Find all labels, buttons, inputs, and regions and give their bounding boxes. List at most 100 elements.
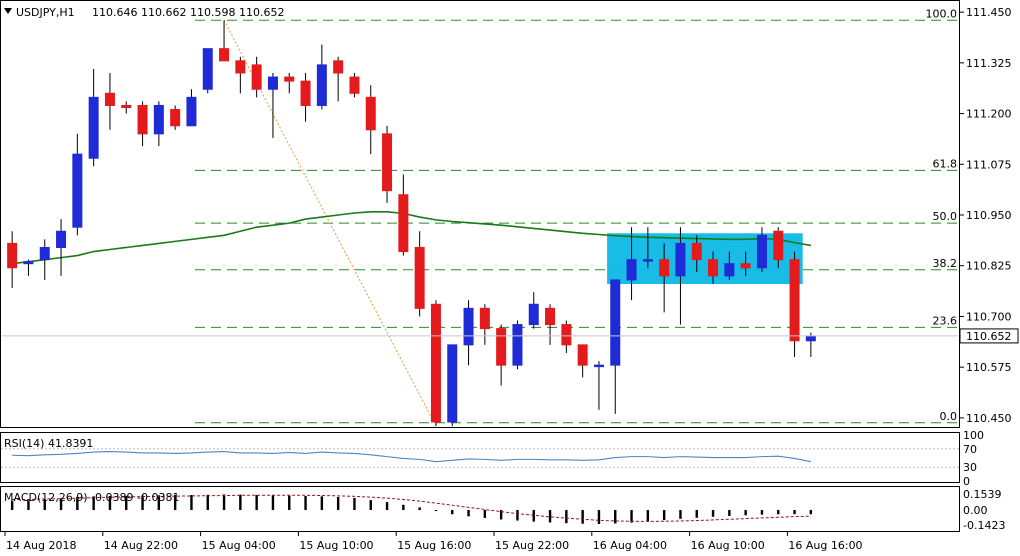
candle-bear xyxy=(284,76,295,82)
macd-histogram-bar xyxy=(27,500,30,511)
current-price-label: 110.652 xyxy=(966,330,1012,343)
candle-bear xyxy=(496,328,507,366)
macd-histogram-bar xyxy=(385,502,389,511)
candle-bull xyxy=(23,261,34,265)
macd-histogram-bar xyxy=(43,499,46,511)
macd-histogram-bar xyxy=(10,501,14,511)
candle-bull xyxy=(512,324,523,366)
macd-histogram-bar xyxy=(711,510,715,517)
fib-level-label: 23.6 xyxy=(933,314,958,327)
price-tick-label: 110.950 xyxy=(966,209,1012,222)
time-tick-label: 14 Aug 22:00 xyxy=(104,539,178,552)
candle-bear xyxy=(479,307,490,330)
candle-bear xyxy=(365,96,376,131)
macd-histogram-bar xyxy=(255,494,258,511)
candle-bull xyxy=(528,303,539,326)
fibonacci-layer: 100.0 61.8 50.0 38.2 23.6 0.0 xyxy=(195,7,958,424)
price-tick-label: 110.825 xyxy=(966,260,1012,273)
candle-bull xyxy=(805,335,816,342)
price-tick-label: 111.075 xyxy=(966,158,1012,171)
rsi-tick-label: 70 xyxy=(963,443,977,456)
time-tick-label: 15 Aug 10:00 xyxy=(299,539,373,552)
macd-histogram-bar xyxy=(157,495,161,511)
candle-bear xyxy=(691,242,702,261)
macd-histogram-bar xyxy=(125,495,128,511)
macd-histogram-bar xyxy=(565,510,568,524)
macd-histogram-bar xyxy=(108,496,112,511)
moving-average-layer xyxy=(12,210,811,265)
macd-histogram-bar xyxy=(271,495,275,511)
candle-bear xyxy=(740,263,751,269)
macd-tick-label: 0.00 xyxy=(963,504,988,517)
candle-bear xyxy=(789,259,800,342)
macd-histogram-bar xyxy=(190,494,193,511)
candle-bear xyxy=(333,60,344,74)
rsi-line xyxy=(12,451,811,463)
candle-bear xyxy=(251,64,262,90)
macd-signal-line xyxy=(12,494,811,522)
macd-tick-label: 0.1539 xyxy=(963,488,1002,501)
candle-bull xyxy=(153,104,164,135)
time-tick-label: 15 Aug 22:00 xyxy=(495,539,569,552)
macd-histogram-bar xyxy=(516,510,519,521)
macd-histogram-bar xyxy=(728,510,731,516)
macd-tick-label: -0.1423 xyxy=(963,519,1005,532)
candle-bear xyxy=(773,230,784,261)
fib-level-label: 61.8 xyxy=(933,157,958,170)
moving-average-line xyxy=(12,210,811,265)
candle-bear xyxy=(300,80,311,106)
candle-bear xyxy=(7,242,18,269)
macd-histogram-bar xyxy=(809,510,813,515)
candle-bear xyxy=(219,48,230,62)
macd-histogram-bar xyxy=(597,510,601,525)
candle-bear xyxy=(170,109,181,127)
ohlc-values: 110.646 110.662 110.598 110.652 xyxy=(92,6,284,19)
macd-title: MACD(12,26,9) -0.0389 -0.0381 xyxy=(4,491,179,504)
highlight-box-layer xyxy=(607,233,803,284)
candle-bear xyxy=(659,259,670,277)
time-tick-label: 15 Aug 16:00 xyxy=(397,539,471,552)
time-tick-label: 16 Aug 10:00 xyxy=(691,539,765,552)
candle-bull xyxy=(642,259,653,262)
macd-histogram-bar xyxy=(402,504,405,511)
rsi-tick-label: 30 xyxy=(963,461,977,474)
rsi-panel-frame xyxy=(0,432,960,483)
candle-bull xyxy=(72,153,83,228)
macd-histogram-bar xyxy=(320,496,324,511)
candle-bear xyxy=(349,76,360,94)
candle-bull xyxy=(626,259,637,281)
macd-histogram-bar xyxy=(793,510,796,515)
candle-bull xyxy=(756,234,767,269)
macd-histogram-bar xyxy=(467,510,470,517)
macd-histogram-bar xyxy=(548,510,552,523)
candle-bull xyxy=(267,76,278,90)
candle-bull xyxy=(675,242,686,277)
macd-histogram-bar xyxy=(646,510,650,522)
candle-bull xyxy=(56,230,67,248)
candle-bull xyxy=(447,344,458,423)
macd-histogram-bar xyxy=(173,495,177,511)
macd-histogram-bar xyxy=(630,510,633,523)
fib-level-label: 0.0 xyxy=(940,410,958,423)
time-tick-label: 14 Aug 2018 xyxy=(6,539,76,552)
macd-histogram-bar xyxy=(614,510,617,524)
price-tick-label: 111.450 xyxy=(966,6,1012,19)
macd-histogram-bar xyxy=(304,496,307,511)
candle-bear xyxy=(708,259,719,277)
macd-histogram-bar xyxy=(369,500,372,511)
candle-bull xyxy=(463,307,474,346)
candle-bear xyxy=(414,246,425,309)
macd-histogram-bar xyxy=(581,510,584,524)
macd-histogram-bar xyxy=(483,510,487,518)
price-axis: 111.450 111.325 111.200 111.075 110.950 110.8… xyxy=(2,6,1019,425)
candle-bull xyxy=(186,96,197,127)
symbol-dropdown-icon[interactable] xyxy=(4,8,12,14)
rsi-title: RSI(14) 41.8391 xyxy=(4,437,93,450)
candle-bear xyxy=(545,307,556,326)
rsi-tick-label: 0 xyxy=(963,475,970,488)
candle-bear xyxy=(561,324,572,346)
macd-histogram-bar xyxy=(695,510,698,518)
macd-histogram-bar xyxy=(239,494,242,511)
price-tick-label: 111.200 xyxy=(966,108,1012,121)
candle-bull xyxy=(610,279,621,366)
